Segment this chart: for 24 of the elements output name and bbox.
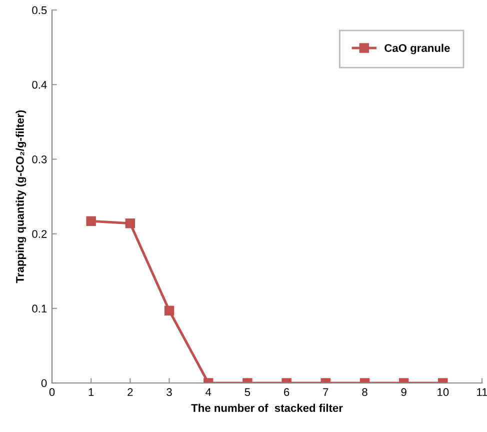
x-tick-label: 1	[88, 388, 94, 396]
y-tick-label: 0.5	[32, 6, 47, 14]
x-tick-label: 10	[438, 388, 449, 396]
y-axis-title: Trapping quantity (g-CO₂/g-filter)	[16, 110, 26, 284]
y-tick-label: 0.1	[32, 304, 47, 313]
x-tick-label: 6	[284, 388, 290, 396]
y-tick-label: 0.2	[32, 230, 47, 238]
x-tick-label: 0	[49, 388, 55, 396]
point	[86, 216, 96, 226]
x-tick-label: 4	[206, 388, 212, 396]
x-tick-label: 5	[244, 388, 250, 396]
legend-label: CaO granule	[384, 44, 450, 54]
point	[125, 218, 136, 228]
y-tick-label: 0	[41, 379, 47, 388]
x-axis-title: The number of stacked filter	[191, 404, 343, 412]
y-tick-label: 0.3	[32, 155, 47, 164]
x-tick-label: 11	[477, 388, 487, 396]
x-tick-label: 7	[323, 388, 328, 396]
x-tick-label: 8	[362, 388, 368, 396]
y-tick-label: 0.4	[32, 80, 47, 89]
x-tick-label: 3	[166, 388, 172, 396]
x-tick-label: 2	[128, 388, 133, 396]
x-tick-label: 9	[401, 388, 406, 396]
point	[164, 306, 174, 316]
